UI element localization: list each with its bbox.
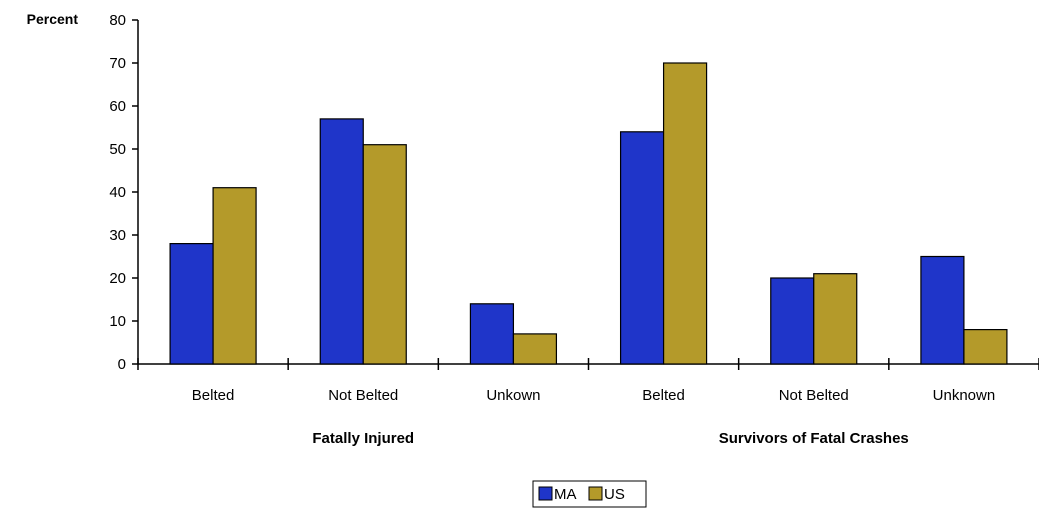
bar-ma-6	[920, 255, 965, 365]
legend-label: US	[604, 486, 625, 503]
bar-us-5	[813, 273, 858, 365]
category-label: Not Belted	[779, 387, 849, 404]
legend: MA US	[532, 480, 647, 508]
y-axis: 0 10 20 30 40 50 60 70 80	[109, 12, 139, 373]
group-label: Fatally Injured	[312, 430, 414, 447]
y-tick-label: 40	[109, 184, 126, 201]
group-label: Survivors of Fatal Crashes	[719, 430, 909, 447]
bar-us-4	[662, 62, 708, 365]
legend-swatch-us	[588, 486, 603, 501]
legend-swatch-ma	[538, 486, 553, 501]
bar-us-2	[362, 144, 407, 365]
y-tick-label: 70	[109, 55, 126, 72]
bar-ma-4	[619, 131, 665, 365]
y-tick-label: 60	[109, 98, 126, 115]
x-axis	[137, 358, 1039, 370]
category-label: Unkown	[486, 387, 540, 404]
y-tick-label: 10	[109, 313, 126, 330]
y-tick-label: 80	[109, 12, 126, 29]
category-label: Belted	[192, 387, 235, 404]
bar-ma-3	[469, 303, 515, 365]
legend-label: MA	[554, 486, 577, 503]
category-labels: Belted Not Belted Unkown Belted Not Belted Un…	[192, 387, 995, 404]
bar-ma-2	[319, 118, 364, 365]
bar-us-1	[212, 187, 257, 365]
bar-ma-1	[169, 243, 214, 365]
bar-us-3	[512, 333, 558, 365]
category-label: Unknown	[933, 387, 996, 404]
y-tick-label: 30	[109, 227, 126, 244]
y-tick-label: 20	[109, 270, 126, 287]
bar-us-6	[963, 329, 1008, 365]
y-axis-label: Percent	[27, 11, 79, 27]
group-labels: Fatally Injured Survivors of Fatal Crashe…	[312, 430, 908, 447]
y-tick-label: 50	[109, 141, 126, 158]
bar-ma-5	[770, 277, 815, 365]
bars	[169, 62, 1008, 365]
category-label: Belted	[642, 387, 685, 404]
y-tick-label: 0	[118, 356, 126, 373]
category-label: Not Belted	[328, 387, 398, 404]
